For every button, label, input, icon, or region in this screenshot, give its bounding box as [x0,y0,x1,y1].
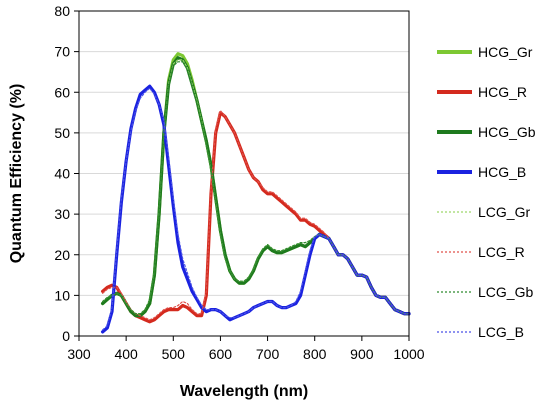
legend-label-lcg-gr: LCG_Gr [478,204,530,220]
legend: HCG_Gr HCG_R HCG_Gb HCG_B LCG_Gr LCG_R LCG_Gb L… [437,44,536,340]
series-line-lcg-r [102,109,410,321]
legend-label-lcg-r: LCG_R [478,244,525,260]
x-tick-label: 1000 [393,346,424,362]
legend-label-lcg-b: LCG_B [478,324,524,340]
legend-label-lcg-gb: LCG_Gb [478,284,533,300]
y-tick-label: 80 [54,3,70,19]
y-tick-label: 40 [54,166,70,182]
x-tick-label: 400 [114,346,138,362]
legend-label-hcg-gr: HCG_Gr [478,44,533,60]
series-lines [101,52,411,334]
x-axis-ticks: 300 400 500 600 700 800 900 1000 [67,336,425,362]
legend-label-hcg-b: HCG_B [478,164,526,180]
gridlines [79,10,409,337]
x-tick-label: 700 [256,346,280,362]
x-tick-label: 800 [303,346,327,362]
y-tick-label: 50 [54,125,70,141]
legend-label-hcg-r: HCG_R [478,84,527,100]
y-tick-label: 60 [54,84,70,100]
y-axis-ticks: 0 10 20 30 40 50 60 70 80 [54,3,79,344]
y-tick-label: 20 [54,247,70,263]
y-axis-title: Quantum Efficiency (%) [8,84,25,264]
y-tick-label: 0 [62,328,70,344]
series-line-lcg-gb [102,61,410,315]
x-tick-label: 900 [350,346,374,362]
y-tick-label: 70 [54,44,70,60]
y-tick-label: 10 [54,287,70,303]
x-tick-label: 300 [67,346,91,362]
y-tick-label: 30 [54,206,70,222]
x-tick-label: 500 [162,346,186,362]
x-axis-title: Wavelength (nm) [180,383,308,400]
series-line-lcg-b [102,87,410,331]
legend-label-hcg-gb: HCG_Gb [478,124,536,140]
series-line-hcg-r [101,111,411,324]
x-tick-label: 600 [209,346,233,362]
